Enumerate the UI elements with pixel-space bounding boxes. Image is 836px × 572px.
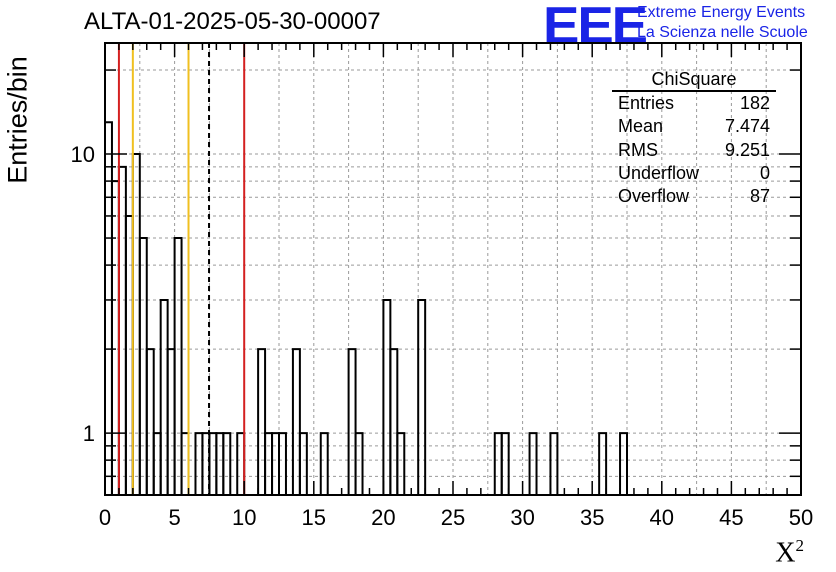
stats-box: ChiSquare Entries 182 Mean 7.474 RMS 9.251 … <box>612 68 776 208</box>
stats-value: 0 <box>759 162 770 183</box>
histogram-bin <box>180 432 190 495</box>
histogram-bin <box>257 348 267 495</box>
x-axis-label-superscript: 2 <box>795 536 805 555</box>
stats-value: 7.474 <box>724 116 770 137</box>
histogram-bin <box>145 348 155 495</box>
histogram-bin <box>298 432 308 495</box>
histogram-bin <box>396 432 406 495</box>
stats-row-underflow: Underflow 0 <box>612 162 776 185</box>
x-tick-label: 50 <box>789 505 813 530</box>
stats-label: RMS <box>618 139 658 160</box>
histogram-bin <box>152 432 162 495</box>
histogram-bin <box>417 298 427 495</box>
histogram-bin <box>264 432 274 495</box>
histogram-bin <box>528 432 538 495</box>
y-tick-label: 1 <box>83 421 95 446</box>
histogram-bin <box>500 432 510 495</box>
x-tick-label: 30 <box>510 505 534 530</box>
histogram-bin <box>173 237 183 495</box>
y-tick-label: 10 <box>71 142 95 167</box>
stats-value: 182 <box>739 93 770 113</box>
x-tick-label: 35 <box>580 505 604 530</box>
histogram-bin <box>598 432 608 495</box>
x-tick-label: 45 <box>719 505 743 530</box>
histogram-bin <box>382 298 392 495</box>
histogram-bin <box>208 432 218 495</box>
histogram-bin <box>291 348 301 495</box>
histogram-bin <box>138 237 148 495</box>
stats-row-rms: RMS 9.251 <box>612 139 776 162</box>
histogram-bin <box>236 432 246 495</box>
stats-label: Entries <box>618 93 675 113</box>
stats-label: Mean <box>618 116 664 137</box>
stats-row-entries: Entries 182 <box>612 92 776 115</box>
stats-row-overflow: Overflow 87 <box>612 185 776 208</box>
x-tick-label: 15 <box>302 505 326 530</box>
stats-title: ChiSquare <box>612 68 776 92</box>
histogram-bin <box>354 432 364 495</box>
x-axis-label: X2 <box>775 536 804 569</box>
histogram-bin <box>222 432 232 495</box>
stats-label: Overflow <box>618 186 690 207</box>
histogram-bin <box>159 298 169 495</box>
histogram-bin <box>389 348 399 495</box>
histogram-bin <box>619 432 628 495</box>
x-tick-label: 5 <box>168 505 180 530</box>
histogram-bin <box>215 432 225 495</box>
histogram-bin <box>347 348 357 495</box>
eee-logo: EEE <box>543 0 648 55</box>
histogram-bin <box>278 432 287 495</box>
x-axis-label-symbol: X <box>775 537 796 569</box>
chart-title: ALTA-01-2025-05-30-00007 <box>84 8 381 35</box>
histogram-bin <box>549 432 559 495</box>
x-tick-label: 20 <box>371 505 395 530</box>
histogram-bin <box>271 432 280 495</box>
histogram-bin <box>493 432 503 495</box>
histogram-bin <box>131 153 141 495</box>
x-tick-label: 25 <box>441 505 465 530</box>
logo-line-2: La Scienza nelle Scuole <box>637 24 808 41</box>
histogram-bin <box>319 432 329 495</box>
histogram-bin <box>104 121 113 495</box>
histogram-bin <box>166 348 176 495</box>
histogram-bin <box>124 214 134 495</box>
x-tick-label: 0 <box>99 505 111 530</box>
stats-value: 87 <box>749 186 770 207</box>
logo-line-1: Extreme Energy Events <box>637 4 806 21</box>
stats-label: Underflow <box>618 162 700 183</box>
x-tick-label: 10 <box>232 505 256 530</box>
stats-value: 9.251 <box>724 139 770 160</box>
histogram-bin <box>110 180 120 495</box>
histogram-bin <box>194 432 204 495</box>
stats-row-mean: Mean 7.474 <box>612 115 776 138</box>
x-tick-label: 40 <box>650 505 674 530</box>
